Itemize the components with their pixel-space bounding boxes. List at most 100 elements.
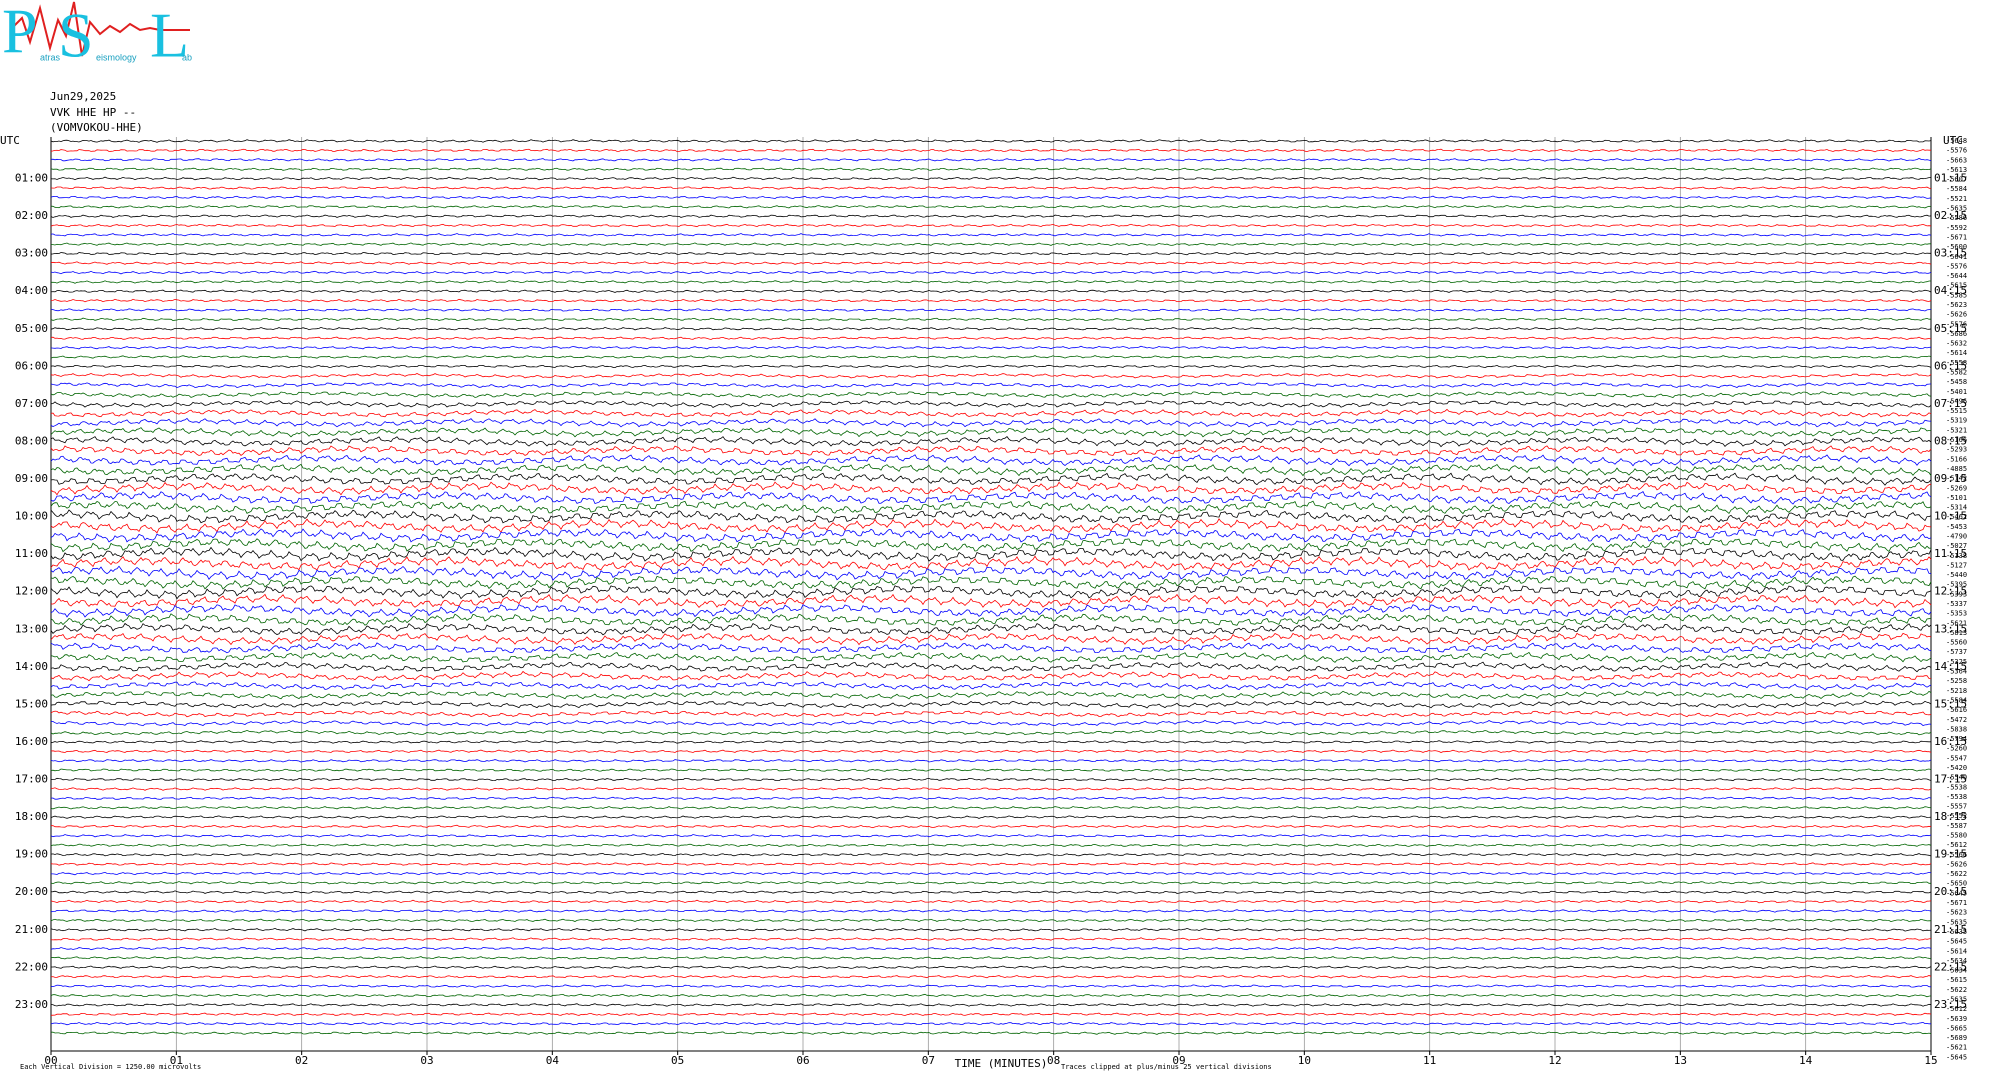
hour-label: 05:15	[1934, 322, 1967, 335]
trace	[50, 555, 1932, 571]
trace-offset: -5614	[1946, 947, 1967, 955]
trace	[50, 622, 1932, 636]
trace-offset: -5293	[1946, 446, 1967, 454]
hour-label: 22:15	[1934, 960, 1967, 973]
trace-offset: -5319	[1946, 417, 1967, 425]
trace-offset: -5558	[1946, 359, 1967, 367]
trace	[50, 993, 1932, 998]
traces	[50, 139, 1932, 1035]
hour-label: 12:00	[15, 585, 48, 598]
trace-offset: -5616	[1946, 706, 1967, 714]
hour-label: 08:00	[15, 434, 48, 447]
hour-label: 05:00	[15, 322, 48, 335]
trace	[50, 382, 1932, 389]
trace	[50, 518, 1932, 534]
trace-offset: -5552	[1946, 812, 1967, 820]
x-axis-title: TIME (MINUTES)	[955, 1057, 1048, 1070]
trace-offset: -5521	[1946, 195, 1967, 203]
trace	[50, 538, 1931, 553]
trace-offset: -5321	[1946, 426, 1967, 434]
x-tick-label: 04	[546, 1054, 560, 1067]
trace-offset: -5420	[1946, 764, 1967, 772]
trace	[50, 881, 1931, 885]
trace	[50, 298, 1932, 303]
trace	[50, 223, 1932, 228]
trace	[50, 195, 1932, 200]
trace	[50, 372, 1932, 379]
trace-offset: -5612	[1946, 841, 1967, 849]
hour-label: 19:15	[1934, 848, 1967, 861]
hour-label: 23:00	[15, 998, 48, 1011]
trace-offset: -5515	[1946, 407, 1967, 415]
labels: 00 01 02 03 04 05 06 07 08 09 10 11 12 13 14 15 01:00 02:…	[15, 137, 1967, 1067]
logo-letter: P	[2, 0, 38, 67]
trace-offset: -5623	[1946, 909, 1967, 917]
trace-offset: -5337	[1946, 600, 1967, 608]
trace	[50, 632, 1932, 646]
trace-offset: -5813	[1946, 629, 1967, 637]
trace-offset: -5645	[1946, 889, 1967, 897]
trace-offset: -5364	[1946, 668, 1967, 676]
trace	[50, 454, 1932, 467]
trace	[50, 604, 1932, 618]
trace-offset: -5584	[1946, 185, 1967, 193]
trace	[50, 585, 1932, 600]
trace-offset: -5737	[1946, 648, 1967, 656]
hour-label: 08:15	[1934, 434, 1967, 447]
trace	[50, 233, 1932, 237]
trace-offset: -5615	[1946, 976, 1967, 984]
trace-offset: -5580	[1946, 832, 1967, 840]
trace-offset: -5142	[1946, 475, 1967, 483]
trace-offset: -5576	[1946, 147, 1967, 155]
logo-word: atras	[40, 52, 61, 62]
scale-note: Each Vertical Division = 1250.00 microvo…	[20, 1063, 201, 1071]
trace	[50, 740, 1931, 744]
trace-offset: -5626	[1946, 311, 1967, 319]
trace-offset: -5607	[1946, 176, 1967, 184]
trace-offset: -5587	[1946, 822, 1967, 830]
trace-offset: -5613	[1946, 166, 1967, 174]
trace-offset: -5566	[1946, 851, 1967, 859]
trace	[50, 862, 1932, 866]
trace-offset: -5547	[1946, 754, 1967, 762]
trace-offset: -5689	[1946, 1034, 1967, 1042]
hour-label: 03:00	[15, 247, 48, 260]
trace	[50, 909, 1932, 913]
hour-label: 20:00	[15, 885, 48, 898]
hour-label: 01:15	[1934, 172, 1967, 185]
trace	[50, 500, 1932, 515]
trace-offset: -5600	[1946, 243, 1967, 251]
trace-offset: -5269	[1946, 484, 1967, 492]
site: (VOMVOKOU-HHE)	[50, 121, 143, 134]
x-tick-label: 08	[1047, 1054, 1060, 1067]
trace	[50, 729, 1932, 736]
trace-offset: -5260	[1946, 745, 1967, 753]
x-tick-label: 02	[295, 1054, 308, 1067]
hour-label: 19:00	[15, 848, 48, 861]
logo-word: eismology	[96, 52, 137, 62]
trace	[50, 528, 1932, 543]
trace	[50, 796, 1932, 801]
trace-offset: -5615	[1946, 282, 1967, 290]
trace-offset: -5635	[1946, 995, 1967, 1003]
trace-offset: -5325	[1946, 658, 1967, 666]
trace	[50, 974, 1932, 979]
trace-offset: -5641	[1946, 253, 1967, 261]
trace	[50, 355, 1932, 359]
trace-offset: -5622	[1946, 870, 1967, 878]
trace	[50, 805, 1932, 810]
x-tick-label: 10	[1298, 1054, 1311, 1067]
hour-label: 02:00	[15, 209, 48, 222]
trace	[50, 345, 1932, 350]
trace-offset: -5586	[1946, 214, 1967, 222]
trace	[50, 270, 1932, 275]
trace	[50, 1021, 1931, 1026]
trace-offset: -5393	[1946, 590, 1967, 598]
trace	[50, 661, 1932, 673]
trace-offset: -5634	[1946, 957, 1967, 965]
trace-offset: -5258	[1946, 677, 1967, 685]
trace	[50, 853, 1932, 857]
trace-offset: -5560	[1946, 639, 1967, 647]
trace	[50, 700, 1932, 709]
hour-label: 17:15	[1934, 773, 1967, 786]
